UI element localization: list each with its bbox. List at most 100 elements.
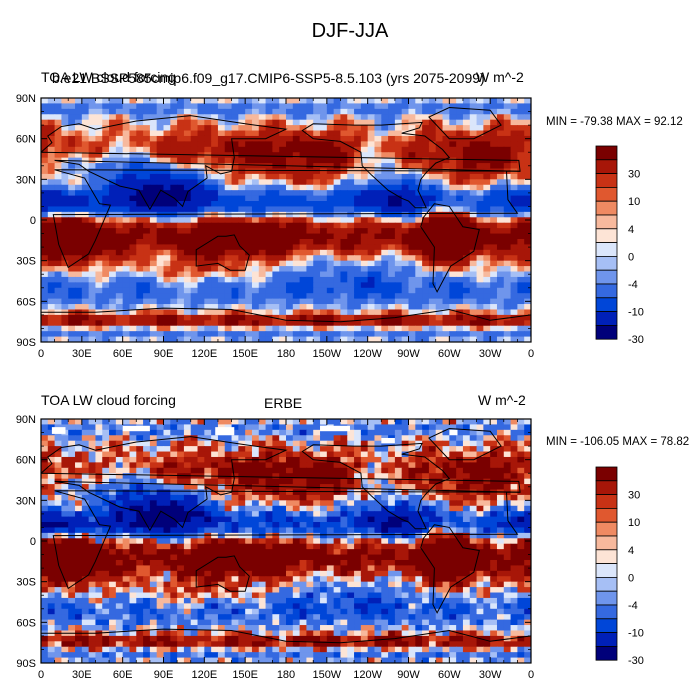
panel2-cell	[109, 478, 117, 485]
panel1-cell	[115, 298, 124, 305]
panel2-cell	[340, 527, 348, 534]
panel1-cell	[354, 206, 362, 213]
panel1-cell	[122, 228, 131, 235]
panel1-cell	[374, 238, 382, 245]
panel1-cell	[292, 260, 301, 267]
panel1-cell	[435, 320, 444, 327]
panel1-cell	[320, 314, 328, 321]
panel1-cell	[367, 206, 376, 213]
colorbar-swatch	[595, 145, 618, 161]
panel1-cell	[394, 244, 403, 251]
panel1-cell	[299, 271, 308, 278]
panel1-cell	[401, 125, 410, 132]
panel2-cell	[408, 532, 416, 539]
panel1-cell	[360, 179, 369, 186]
panel1-cell	[204, 108, 212, 115]
panel2-cell	[490, 478, 498, 485]
panel2-cell	[299, 467, 308, 474]
panel1-cell	[354, 125, 362, 132]
panel1-cell	[122, 287, 131, 294]
panel1-cell	[47, 233, 56, 240]
panel1-cell	[476, 293, 484, 300]
panel1-cell	[483, 179, 491, 186]
panel1-cell	[286, 266, 294, 273]
panel1-cell	[456, 336, 464, 342]
panel1-cell	[367, 119, 376, 126]
panel2-cell	[217, 446, 226, 453]
panel1-cell	[428, 336, 437, 342]
panel1-cell	[326, 271, 335, 278]
panel1-cell	[258, 103, 267, 110]
panel2-cell	[211, 484, 219, 491]
panel1-cell	[490, 130, 498, 137]
panel1-cell	[197, 271, 205, 278]
panel2-cell	[177, 456, 185, 463]
panel1-cell	[374, 325, 382, 332]
panel1-cell	[156, 173, 165, 180]
panel1-cell	[286, 298, 294, 305]
panel1-cell	[251, 190, 260, 197]
panel1-cell	[265, 130, 273, 137]
panel1-cell	[81, 114, 90, 121]
panel1-cell	[517, 255, 525, 262]
panel1-cell	[122, 168, 131, 175]
panel2-cell	[381, 478, 389, 485]
panel1-cell	[347, 233, 355, 240]
panel1-cell	[408, 211, 416, 218]
panel1-cell	[95, 298, 103, 305]
panel1-cell	[170, 103, 178, 110]
panel2-cell	[102, 446, 110, 453]
panel2-cell	[122, 527, 131, 534]
panel1-cell	[231, 103, 239, 110]
panel1-cell	[476, 98, 484, 105]
panel1-cell	[75, 325, 83, 332]
panel1-cell	[68, 163, 76, 170]
panel2-cell	[156, 440, 165, 447]
panel1-cell	[68, 238, 76, 245]
panel1-cell	[442, 206, 450, 213]
panel1-cell	[381, 130, 389, 137]
panel1-cell	[476, 201, 484, 208]
panel1-cell	[129, 255, 137, 262]
panel1-cell	[143, 228, 151, 235]
panel1-cell	[190, 228, 199, 235]
panel2-cell	[483, 527, 491, 534]
panel1-cell	[374, 266, 382, 273]
panel1-cell	[204, 190, 212, 197]
panel1-cell	[163, 201, 171, 208]
panel1-cell	[61, 130, 69, 137]
panel1-cell	[54, 314, 63, 321]
panel1-cell	[258, 228, 267, 235]
panel1-cell	[47, 163, 56, 170]
panel1-cell	[388, 266, 396, 273]
panel2-cell	[129, 511, 137, 518]
panel1-cell	[510, 331, 518, 338]
panel1-cell	[251, 173, 260, 180]
panel1-cell	[183, 336, 192, 342]
panel1-cell	[415, 173, 423, 180]
panel1-cell	[490, 98, 498, 105]
panel1-cell	[408, 255, 416, 262]
panel1-cell	[54, 233, 63, 240]
panel2-cell	[156, 522, 165, 529]
panel2-cell	[190, 500, 199, 507]
panel2-cell	[279, 462, 287, 469]
panel1-cell	[422, 287, 430, 294]
panel1-cell	[231, 298, 239, 305]
panel1-cell	[306, 293, 314, 300]
panel1-cell	[469, 309, 478, 316]
panel1-cell	[347, 206, 355, 213]
panel2-cell	[251, 494, 260, 501]
panel1-cell	[483, 141, 491, 148]
panel2-cell	[61, 473, 69, 480]
panel2-cell	[401, 494, 410, 501]
panel2-cell	[326, 500, 335, 507]
panel1-cell	[510, 217, 518, 224]
panel1-cell	[136, 168, 144, 175]
panel1-cell	[381, 260, 389, 267]
panel1-cell	[449, 271, 457, 278]
panel1-cell	[401, 98, 410, 105]
panel1-cell	[136, 314, 144, 321]
panel1-cell	[469, 184, 478, 191]
panel2-cell	[394, 462, 403, 469]
